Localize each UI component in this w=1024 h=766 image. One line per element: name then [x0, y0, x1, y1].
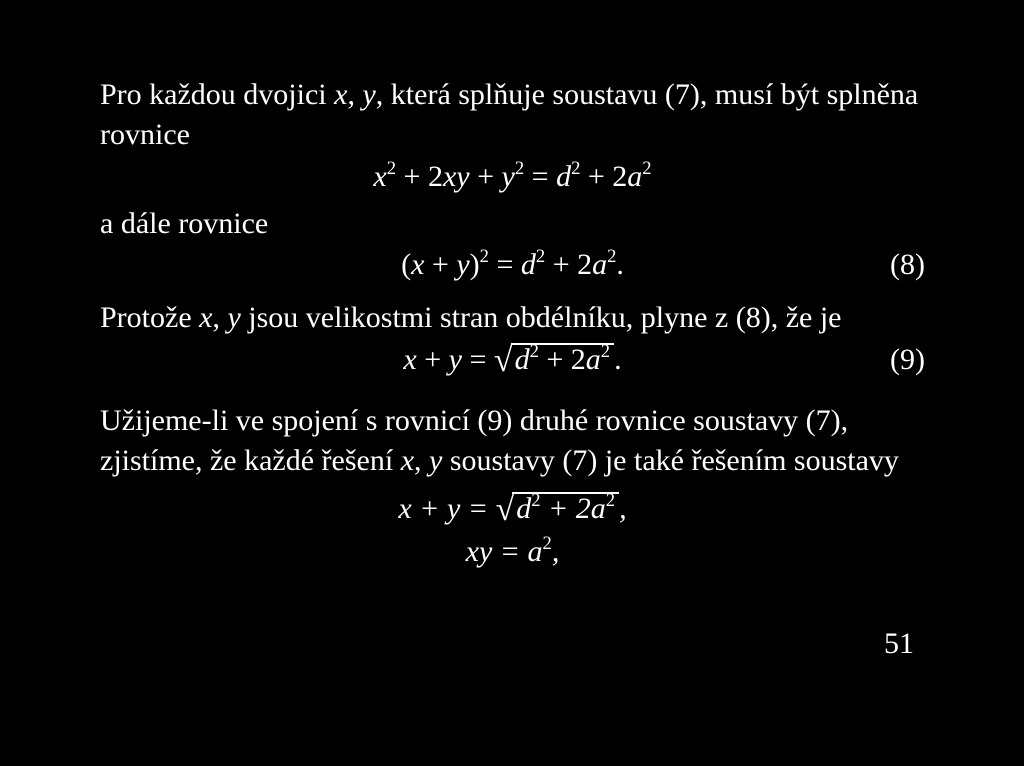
- eq2-a: a: [592, 248, 607, 281]
- page: Pro každou dvojici x, y, která splňuje s…: [0, 0, 1024, 766]
- eq1-eq: =: [524, 160, 556, 193]
- sqrt-icon: √d2 + 2a2: [494, 343, 614, 377]
- eq4-a: a: [591, 492, 606, 525]
- eq4-a2: a: [528, 535, 543, 568]
- eq1-y: y: [502, 160, 515, 193]
- eq1-d: d: [556, 160, 571, 193]
- eq2-plus: +: [424, 248, 456, 281]
- eq1-p2xy-a: + 2: [396, 160, 443, 193]
- eq3-expr: x + y = √d2 + 2a2.: [100, 343, 925, 377]
- eq3-x: x: [403, 343, 416, 376]
- comma: ,: [212, 301, 227, 334]
- eq2-d: d: [521, 248, 536, 281]
- eq4-comma2: ,: [552, 535, 560, 568]
- eq4-sqrt-arg: d2 + 2a2: [512, 492, 619, 524]
- eq4-x: x: [398, 492, 411, 525]
- exp2: 2: [531, 489, 540, 510]
- var-x: x: [401, 444, 414, 477]
- sqrt-icon: √d2 + 2a2: [496, 487, 620, 531]
- exp2: 2: [387, 158, 396, 179]
- paragraph-4: Užijeme-li ve spojení s rovnicí (9) druh…: [100, 401, 925, 480]
- eq2-period: .: [616, 248, 624, 281]
- p3-text-a: Protože: [100, 301, 199, 334]
- eq3-number: (9): [890, 343, 925, 377]
- exp2: 2: [601, 341, 610, 362]
- equation-4: x + y = √d2 + 2a2, xy = a2,: [100, 487, 925, 574]
- eq2-number: (8): [890, 248, 925, 282]
- eq2-eq: =: [489, 248, 521, 281]
- var-x: x: [334, 78, 347, 111]
- eq2-p2a: + 2: [545, 248, 592, 281]
- eq4-plus: +: [412, 492, 447, 525]
- exp2: 2: [530, 341, 539, 362]
- var-y: y: [429, 444, 442, 477]
- exp2: 2: [607, 246, 616, 267]
- paragraph-1: Pro každou dvojici x, y, která splňuje s…: [100, 75, 925, 154]
- eq4-eq2: =: [492, 535, 527, 568]
- p4-text-b: soustavy (7) je také řešením soustavy: [442, 444, 899, 477]
- eq4-xy: xy: [466, 535, 493, 568]
- eq1-p2a: + 2: [580, 160, 627, 193]
- eq2-open: (: [401, 248, 411, 281]
- eq1-a: a: [627, 160, 642, 193]
- var-y: y: [227, 301, 240, 334]
- exp2: 2: [606, 489, 615, 510]
- exp2: 2: [571, 158, 580, 179]
- exp2: 2: [480, 246, 489, 267]
- eq1-xy: xy: [443, 160, 470, 193]
- paragraph-2: a dále rovnice: [100, 204, 925, 244]
- equation-1: x2 + 2xy + y2 = d2 + 2a2: [100, 160, 925, 204]
- eq4-y: y: [447, 492, 460, 525]
- page-number: 51: [884, 627, 914, 661]
- eq3-period: .: [614, 343, 622, 376]
- eq3-sqrt-arg: d2 + 2a2: [511, 343, 615, 375]
- eq4-d: d: [516, 492, 531, 525]
- exp2: 2: [515, 158, 524, 179]
- content-block: Pro každou dvojici x, y, která splňuje s…: [100, 75, 925, 580]
- comma: ,: [347, 78, 362, 111]
- eq3-y: y: [449, 343, 462, 376]
- paragraph-3: Protože x, y jsou velikostmi stran obdél…: [100, 298, 925, 338]
- eq3-plus: +: [417, 343, 449, 376]
- exp2: 2: [642, 158, 651, 179]
- eq1-expr: x2 + 2xy + y2 = d2 + 2a2: [100, 160, 925, 194]
- eq3-d: d: [515, 343, 530, 376]
- eq1-x: x: [373, 160, 386, 193]
- eq3-eq: =: [462, 343, 494, 376]
- eq2-x: x: [411, 248, 424, 281]
- p3-text-b: jsou velikostmi stran obdélníku, plyne z…: [241, 301, 842, 334]
- p1-text-a: Pro každou dvojici: [100, 78, 334, 111]
- var-y: y: [362, 78, 375, 111]
- exp2: 2: [543, 533, 552, 554]
- equation-2: (x + y)2 = d2 + 2a2. (8): [100, 248, 925, 292]
- eq1-plus2: +: [470, 160, 502, 193]
- eq4-line2: xy = a2,: [100, 530, 925, 574]
- exp2: 2: [536, 246, 545, 267]
- var-x: x: [199, 301, 212, 334]
- eq4-eq: =: [460, 492, 495, 525]
- equation-3: x + y = √d2 + 2a2. (9): [100, 343, 925, 395]
- eq4-line1: x + y = √d2 + 2a2,: [100, 487, 925, 531]
- comma: ,: [414, 444, 429, 477]
- eq4-p2a: + 2: [541, 492, 591, 525]
- eq3-a: a: [586, 343, 601, 376]
- eq2-expr: (x + y)2 = d2 + 2a2.: [100, 248, 925, 282]
- eq2-close: ): [470, 248, 480, 281]
- eq2-y: y: [456, 248, 469, 281]
- eq4-comma1: ,: [619, 492, 627, 525]
- eq3-p2a: + 2: [539, 343, 586, 376]
